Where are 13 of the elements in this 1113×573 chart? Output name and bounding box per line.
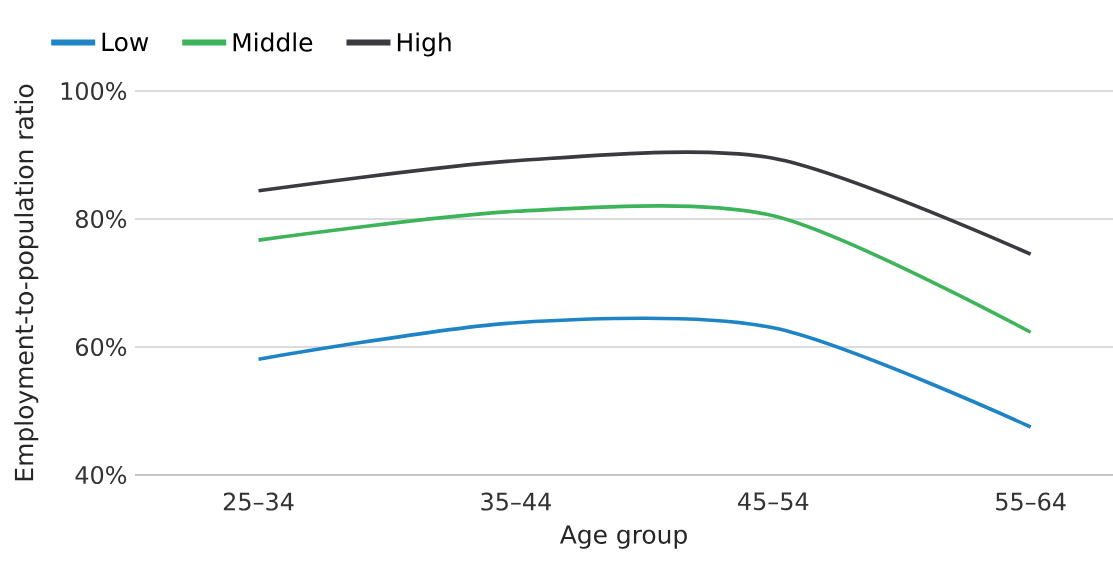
x-tick-label: 45–54 bbox=[738, 492, 809, 511]
legend-label: Middle bbox=[233, 32, 313, 52]
legend-label: High bbox=[397, 32, 451, 57]
x-axis-title: Age group bbox=[559, 525, 687, 549]
y-tick-label: 80% bbox=[75, 209, 127, 229]
y-tick-label: 40% bbox=[75, 465, 127, 485]
x-tick-label: 55–64 bbox=[996, 492, 1066, 511]
y-tick-label: 60% bbox=[76, 337, 127, 357]
y-axis-title: Employment-to-population ratio bbox=[14, 84, 39, 481]
y-tick-label: 100% bbox=[61, 81, 127, 101]
legend-label: Low bbox=[102, 32, 149, 52]
x-tick-label: 25–34 bbox=[223, 492, 294, 511]
x-tick-label: 35–44 bbox=[481, 492, 551, 511]
